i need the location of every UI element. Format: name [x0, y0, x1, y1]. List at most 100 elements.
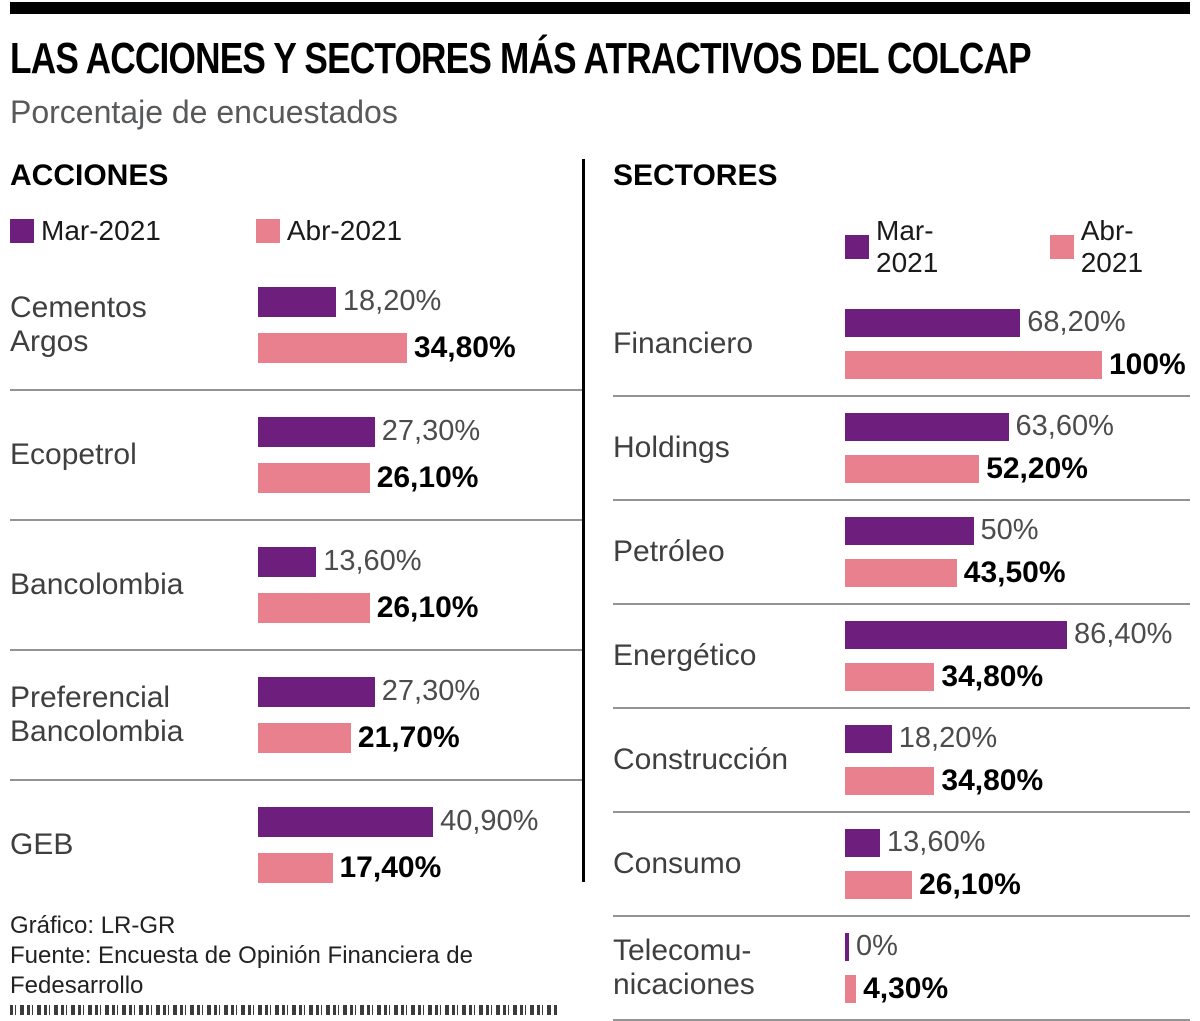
bar-pair: 27,30% 21,70%	[258, 675, 582, 755]
bar-line: 40,90%	[258, 805, 582, 838]
bar-line: 50%	[845, 514, 1190, 547]
bar-value-abr: 21,70%	[357, 721, 460, 754]
chart-row: Ecopetrol 27,30% 26,10%	[10, 391, 582, 521]
chart-row: Petróleo 50% 43,50%	[613, 501, 1190, 605]
bar-pair: 0% 4,30%	[845, 930, 1190, 1006]
bar-pair: 18,20% 34,80%	[845, 722, 1190, 798]
bar-value-abr: 52,20%	[986, 452, 1088, 485]
bar-abr-2021	[845, 351, 1102, 379]
legend-label-abr: Abr-2021	[1080, 215, 1144, 278]
clipped-text-line	[10, 1005, 558, 1015]
category-label: GEB	[10, 827, 74, 861]
legend-swatch-mar-icon	[10, 219, 34, 243]
category-label: Petróleo	[613, 534, 725, 568]
bar-value-mar: 86,40%	[1074, 618, 1173, 650]
bar-abr-2021	[258, 333, 407, 363]
bar-mar-2021	[845, 828, 880, 857]
category-label: Cementos Argos	[10, 290, 147, 359]
bar-line: 34,80%	[845, 660, 1190, 694]
category-label: Ecopetrol	[10, 437, 137, 471]
bar-line: 63,60%	[845, 410, 1190, 443]
bar-value-abr: 34,80%	[941, 764, 1044, 797]
chart-row: Financiero 68,20% 100%	[613, 293, 1190, 397]
bar-value-mar: 40,90%	[440, 805, 539, 837]
bar-line: 26,10%	[258, 591, 582, 625]
chart-row: Preferencial Bancolombia 27,30% 21,70%	[10, 651, 582, 781]
bar-abr-2021	[845, 559, 957, 587]
bar-line: 34,80%	[258, 331, 582, 365]
panel-title-acciones: ACCIONES	[10, 159, 169, 192]
legend-swatch-abr-icon	[1049, 235, 1074, 259]
bar-line: 86,40%	[845, 618, 1190, 651]
bar-pair: 63,60% 52,20%	[845, 410, 1190, 486]
category-label: Construcción	[613, 742, 789, 776]
category-label: Consumo	[613, 846, 742, 880]
bar-line: 43,50%	[845, 556, 1190, 590]
bar-value-abr: 26,10%	[376, 591, 479, 624]
chart-row: Telecomu- nicaciones 0% 4,30%	[613, 917, 1190, 1021]
category-label: Bancolombia	[10, 567, 184, 601]
bar-pair: 13,60% 26,10%	[258, 545, 582, 625]
bar-pair: 50% 43,50%	[845, 514, 1190, 590]
bar-value-mar: 0%	[856, 930, 898, 962]
bar-line: 17,40%	[258, 851, 582, 885]
bar-mar-2021	[845, 620, 1067, 649]
bar-value-abr: 26,10%	[919, 868, 1021, 901]
legend-swatch-abr-icon	[255, 219, 280, 243]
bar-mar-2021	[845, 412, 1009, 441]
top-black-bar	[10, 2, 1190, 14]
legend-item-mar-2021: Mar-2021	[10, 215, 161, 247]
bar-value-abr: 17,40%	[339, 851, 442, 884]
bar-pair: 27,30% 26,10%	[258, 415, 582, 495]
bar-pair: 68,20% 100%	[845, 306, 1190, 382]
category-label: Financiero	[613, 326, 754, 360]
bar-mar-2021	[258, 286, 336, 317]
bar-mar-2021	[845, 932, 849, 961]
bar-value-mar: 50%	[980, 514, 1039, 546]
bar-value-mar: 63,60%	[1015, 410, 1114, 442]
category-label: Energético	[613, 638, 757, 672]
bar-value-abr: 34,80%	[941, 660, 1044, 693]
bar-line: 100%	[845, 348, 1190, 382]
panel-sectores: SECTORES Mar-2021 Abr-2021 Financiero 68,…	[585, 159, 1190, 1021]
legend-label-mar: Mar-2021	[876, 215, 939, 278]
chart-row: GEB 40,90% 17,40%	[10, 781, 582, 909]
bar-abr-2021	[845, 871, 913, 899]
chart-rows-acciones: Cementos Argos 18,20% 34,80% Ecopetrol 27,30…	[10, 261, 582, 909]
legend-item-abr-2021: Abr-2021	[255, 215, 403, 247]
bar-mar-2021	[258, 546, 317, 577]
bar-abr-2021	[258, 853, 333, 883]
bar-mar-2021	[258, 676, 375, 707]
legend-swatch-mar-icon	[845, 235, 869, 259]
bar-line: 27,30%	[258, 675, 582, 708]
page-subtitle: Porcentaje de encuestados	[10, 94, 398, 130]
bar-value-mar: 18,20%	[342, 285, 442, 317]
bar-line: 26,10%	[258, 461, 582, 495]
panel-title-sectores: SECTORES	[613, 159, 778, 192]
bar-pair: 40,90% 17,40%	[258, 805, 582, 885]
legend-sectores: Mar-2021 Abr-2021	[845, 215, 1190, 279]
page-title: LAS ACCIONES Y SECTORES MÁS ATRACTIVOS D…	[10, 34, 1032, 83]
bar-pair: 18,20% 34,80%	[258, 285, 582, 365]
bar-value-mar: 13,60%	[887, 826, 986, 858]
legend-item-mar-2021: Mar-2021	[845, 215, 990, 279]
bar-value-abr: 4,30%	[863, 972, 949, 1005]
bar-abr-2021	[258, 463, 370, 493]
chart-row: Cementos Argos 18,20% 34,80%	[10, 261, 582, 391]
bar-mar-2021	[845, 724, 892, 753]
bar-line: 52,20%	[845, 452, 1190, 486]
category-label: Preferencial Bancolombia	[10, 680, 184, 749]
bar-value-mar: 18,20%	[898, 722, 998, 754]
legend-label-abr: Abr-2021	[286, 215, 403, 246]
vertical-divider	[582, 159, 585, 882]
bar-abr-2021	[258, 593, 370, 623]
bar-line: 13,60%	[845, 826, 1190, 859]
bar-value-abr: 34,80%	[413, 331, 516, 364]
bar-line: 13,60%	[258, 545, 582, 578]
bar-mar-2021	[845, 516, 974, 545]
bar-abr-2021	[845, 455, 980, 483]
footer-source: Fuente: Encuesta de Opinión Financiera d…	[10, 942, 473, 999]
bar-line: 21,70%	[258, 721, 582, 755]
chart-rows-sectores: Financiero 68,20% 100% Holdings 63,60% 52,20%…	[613, 293, 1190, 1021]
bar-abr-2021	[845, 767, 935, 795]
